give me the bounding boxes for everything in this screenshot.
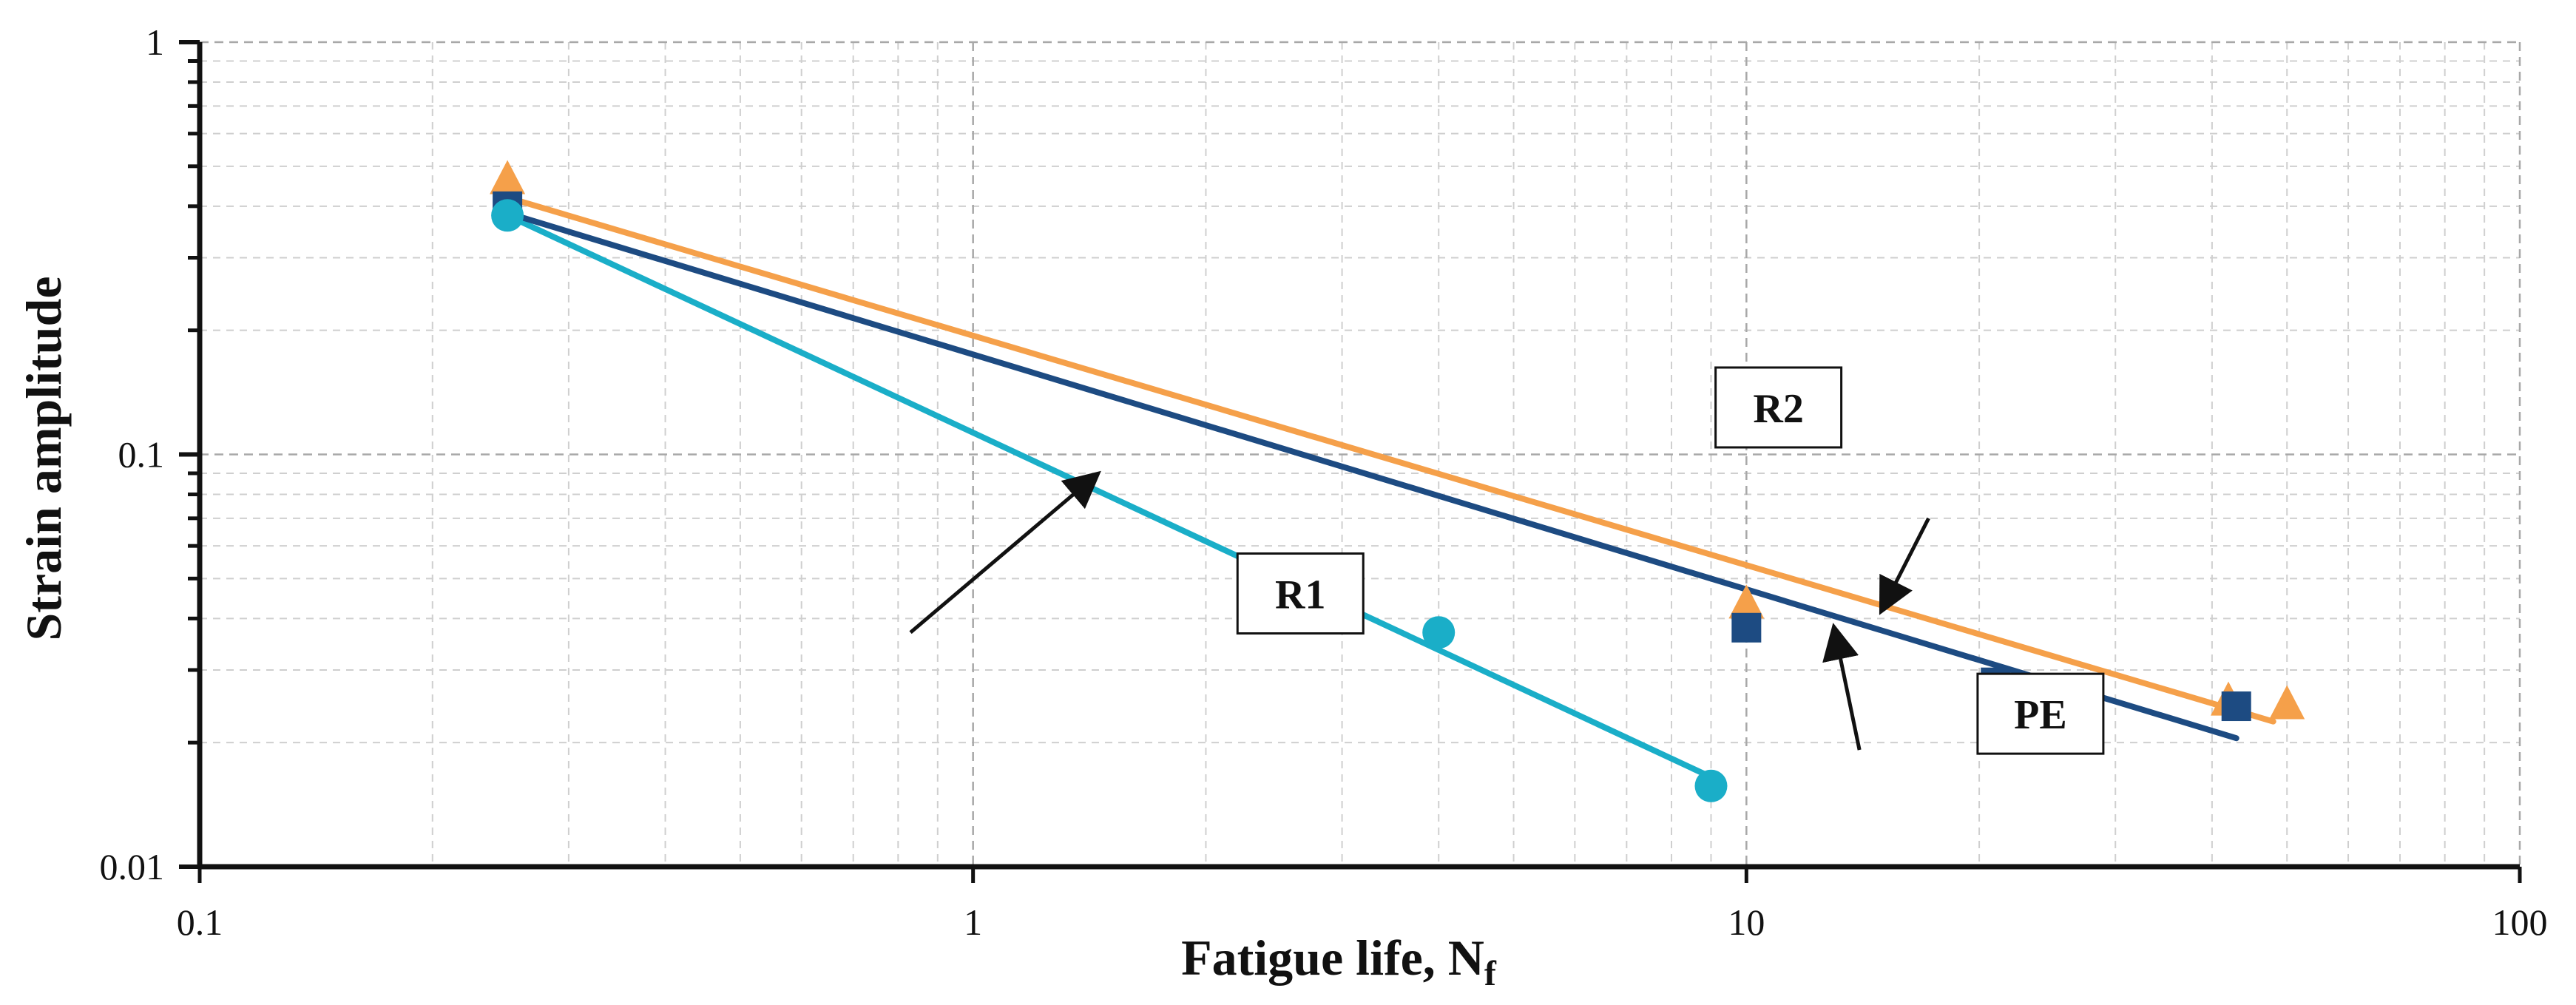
annotation-arrow-pe <box>1822 623 1862 751</box>
grid-layer <box>198 41 2521 868</box>
fit-line-pe <box>504 210 2239 742</box>
annotation-label-pe: PE <box>2014 692 2067 738</box>
annotation-label-r2: R2 <box>1753 386 1803 432</box>
axes-layer: 0.01 0.1 1 0.1 1 10 100 <box>100 21 2548 943</box>
y-axis-title: Strain amplitude <box>16 276 72 640</box>
data-point-pe <box>1731 612 1762 643</box>
annotations-layer: R1 R2 PE <box>909 366 2105 755</box>
x-tick-label: 10 <box>1728 901 1765 943</box>
x-axis-title: Fatigue life, Nf <box>1181 930 1497 993</box>
data-point-r2 <box>1728 584 1765 619</box>
x-tick-label: 100 <box>2492 901 2548 943</box>
data-point-r2 <box>2269 685 2305 720</box>
annotation-arrow-r2 <box>1879 517 1930 615</box>
data-point-r1 <box>1422 616 1456 649</box>
fit-lines-layer <box>504 194 2276 780</box>
data-point-pe <box>2221 691 2251 722</box>
fit-line-r2 <box>504 194 2276 725</box>
data-point-r2 <box>490 160 526 194</box>
annotation-box-r2 <box>1714 366 1843 449</box>
annotation-arrow-r1 <box>909 470 1101 635</box>
annotation-box-r1 <box>1236 552 1365 635</box>
annotation-label-r1: R1 <box>1275 572 1325 618</box>
y-tick-label: 0.01 <box>100 846 165 887</box>
data-point-r1 <box>1694 769 1728 802</box>
y-tick-label: 0.1 <box>118 434 165 476</box>
x-axis-title-subscript: f <box>1484 954 1497 993</box>
fit-line-r1 <box>504 212 1714 780</box>
x-tick-label: 1 <box>964 901 982 943</box>
annotation-box-pe <box>1976 672 2105 755</box>
data-point-r1 <box>491 199 524 232</box>
y-tick-label: 1 <box>146 21 164 63</box>
x-tick-label: 0.1 <box>177 901 223 943</box>
